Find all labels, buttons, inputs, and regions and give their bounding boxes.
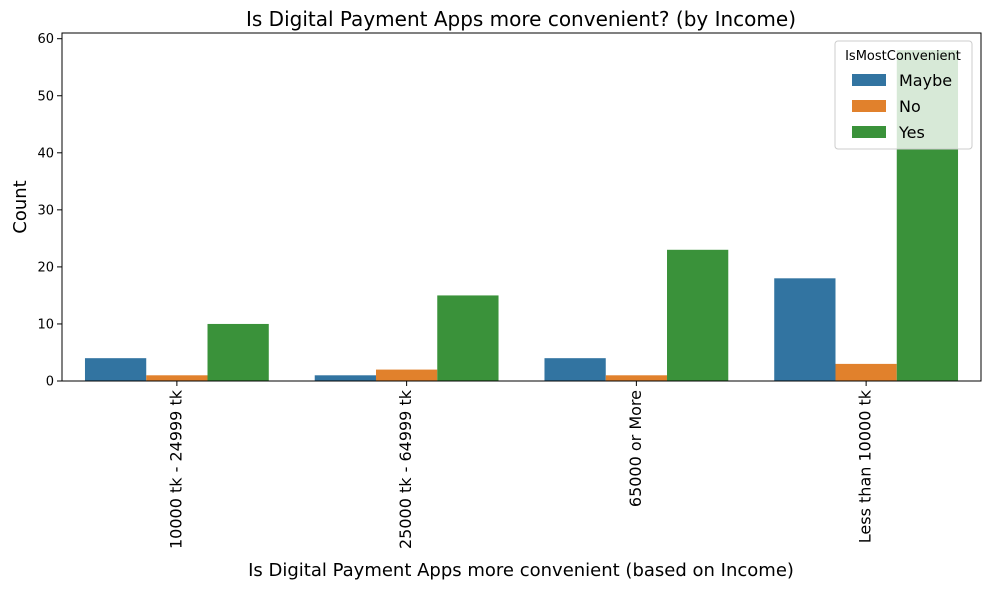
legend-swatch-yes: [852, 126, 886, 138]
y-axis: 0 10 20 30 40 50 60: [37, 32, 62, 390]
bar-maybe-3: [774, 278, 836, 381]
legend-frame: [834, 40, 973, 150]
bar-maybe-2: [544, 358, 606, 381]
x-axis: 10000 tk - 24999 tk 25000 tk - 64999 tk 65…: [166, 381, 875, 549]
bar-maybe-1: [314, 375, 376, 381]
legend: IsMostConvenient Maybe No Yes: [834, 40, 973, 150]
y-axis-label: Count: [10, 180, 31, 233]
bar-yes-2: [667, 249, 729, 381]
y-tick-label: 60: [37, 32, 54, 47]
x-tick-label: Less than 10000 tk: [856, 389, 875, 543]
y-tick-label: 40: [37, 146, 54, 161]
bars-group: [84, 50, 959, 382]
legend-label-no: No: [899, 97, 921, 116]
chart-title: Is Digital Payment Apps more convenient?…: [246, 7, 796, 31]
y-tick-label: 30: [37, 203, 54, 218]
y-tick-label: 0: [46, 375, 54, 390]
legend-swatch-maybe: [852, 74, 886, 86]
bar-no-2: [605, 375, 668, 381]
legend-title: IsMostConvenient: [845, 49, 961, 64]
bar-yes-1: [437, 295, 499, 381]
legend-label-yes: Yes: [898, 123, 925, 142]
bar-maybe-0: [84, 358, 147, 381]
y-tick-label: 10: [37, 317, 54, 332]
bar-no-3: [835, 363, 897, 381]
bar-no-1: [375, 369, 438, 381]
legend-swatch-no: [852, 100, 886, 112]
bar-yes-0: [207, 323, 269, 381]
legend-items: Maybe No Yes: [852, 71, 952, 142]
x-tick-label: 65000 or More: [626, 390, 645, 507]
bar-no-0: [146, 375, 208, 381]
x-tick-label: 25000 tk - 64999 tk: [396, 389, 415, 549]
legend-label-maybe: Maybe: [899, 71, 952, 90]
y-tick-label: 50: [37, 89, 54, 104]
x-axis-label: Is Digital Payment Apps more convenient …: [248, 560, 794, 581]
y-tick-label: 20: [37, 260, 54, 275]
plot-frame: [61, 32, 982, 382]
x-tick-label: 10000 tk - 24999 tk: [166, 389, 185, 549]
